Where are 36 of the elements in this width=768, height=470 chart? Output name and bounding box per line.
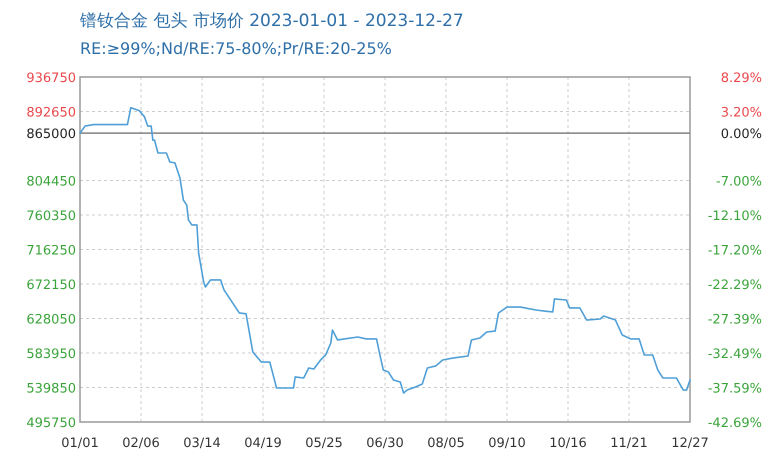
x-tick-label: 08/05 (427, 436, 465, 451)
x-tick-label: 03/14 (183, 436, 221, 451)
y2-tick-label: 0.00% (720, 127, 762, 142)
x-tick-label: 06/30 (366, 436, 404, 451)
x-tick-label: 10/16 (549, 436, 587, 451)
y-tick-label: 672150 (26, 278, 76, 293)
chart-subtitle: RE:≥99%;Nd/RE:75-80%;Pr/RE:20-25% (80, 39, 392, 58)
y-tick-label: 760350 (26, 209, 76, 224)
y-tick-label: 628050 (26, 312, 76, 328)
x-tick-label: 09/10 (488, 436, 526, 451)
x-tick-label: 11/21 (610, 436, 648, 451)
x-tick-label: 01/01 (61, 436, 99, 451)
chart-title: 镨钕合金 包头 市场价 2023-01-01 - 2023-12-27 (79, 11, 464, 31)
y2-tick-label: -7.00% (716, 174, 762, 190)
y-tick-label: 495750 (26, 416, 76, 431)
y2-tick-label: -42.69% (708, 416, 762, 431)
y-tick-label: 865000 (26, 127, 76, 142)
y-tick-label: 716250 (26, 244, 76, 258)
y-tick-label: 892650 (26, 106, 76, 120)
y2-tick-label: 3.20% (720, 105, 762, 120)
x-tick-label: 04/19 (244, 436, 282, 451)
x-tick-label: 05/25 (305, 436, 343, 451)
y2-tick-label: -37.59% (708, 381, 762, 396)
y-tick-label: 936750 (26, 71, 76, 86)
y-tick-label: 804450 (26, 174, 76, 190)
y-tick-label: 539850 (26, 382, 76, 396)
y2-tick-label: -12.10% (708, 208, 762, 224)
y-tick-label: 583950 (26, 347, 76, 362)
x-tick-label: 02/06 (122, 436, 160, 451)
y2-tick-label: 8.29% (720, 71, 762, 86)
x-tick-label: 12/27 (671, 436, 709, 451)
y2-tick-label: -32.49% (708, 346, 762, 362)
y2-tick-label: -17.20% (708, 244, 762, 258)
y2-tick-label: -22.29% (708, 278, 762, 293)
y2-tick-label: -27.39% (708, 312, 762, 328)
line-series (79, 106, 691, 394)
